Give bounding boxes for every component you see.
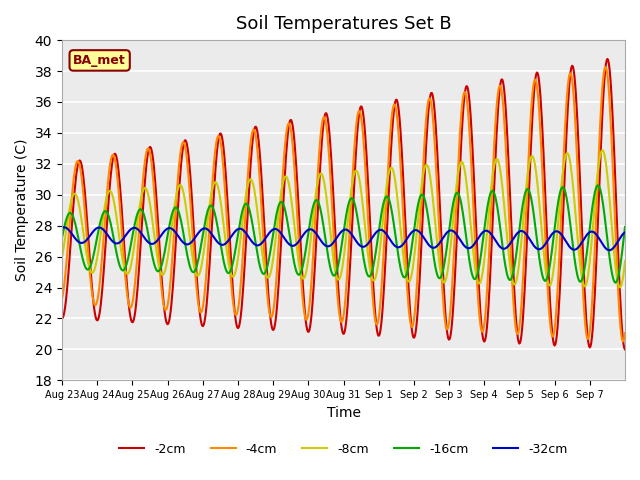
-4cm: [621, 330, 629, 336]
-4cm: [277, 205, 285, 211]
-8cm: [433, 240, 441, 245]
-16cm: [58, 235, 66, 240]
-4cm: [228, 285, 236, 291]
-16cm: [124, 255, 132, 261]
-32cm: [257, 241, 264, 247]
-4cm: [433, 185, 441, 191]
-4cm: [124, 298, 132, 304]
-16cm: [255, 262, 263, 267]
Text: BA_met: BA_met: [74, 54, 126, 67]
-16cm: [433, 271, 441, 277]
-32cm: [605, 247, 613, 253]
-2cm: [255, 147, 263, 153]
Line: -32cm: -32cm: [62, 227, 625, 250]
Line: -2cm: -2cm: [62, 59, 625, 349]
Legend: -2cm, -4cm, -8cm, -16cm, -32cm: -2cm, -4cm, -8cm, -16cm, -32cm: [115, 438, 573, 461]
-8cm: [255, 227, 263, 232]
-16cm: [402, 274, 410, 279]
-16cm: [228, 265, 236, 271]
-8cm: [124, 271, 132, 276]
-2cm: [604, 56, 611, 62]
-32cm: [621, 229, 629, 235]
-32cm: [434, 242, 442, 248]
-2cm: [124, 295, 132, 301]
-2cm: [228, 268, 236, 274]
-4cm: [255, 173, 263, 179]
Line: -8cm: -8cm: [62, 150, 625, 288]
-32cm: [278, 231, 285, 237]
Y-axis label: Soil Temperature (C): Soil Temperature (C): [15, 139, 29, 281]
-8cm: [228, 273, 236, 278]
-16cm: [277, 199, 285, 205]
-32cm: [125, 228, 132, 234]
-8cm: [402, 269, 410, 275]
-8cm: [58, 254, 66, 260]
Line: -16cm: -16cm: [62, 185, 625, 283]
-2cm: [621, 347, 629, 352]
Title: Soil Temperatures Set B: Soil Temperatures Set B: [236, 15, 451, 33]
-8cm: [616, 285, 624, 290]
-2cm: [402, 224, 410, 230]
-8cm: [598, 147, 606, 153]
-4cm: [602, 64, 609, 70]
-16cm: [621, 224, 629, 230]
-32cm: [58, 225, 66, 230]
Line: -4cm: -4cm: [62, 67, 625, 341]
-2cm: [433, 146, 441, 152]
-32cm: [60, 224, 68, 230]
-32cm: [228, 232, 236, 238]
X-axis label: Time: Time: [326, 406, 360, 420]
-2cm: [277, 245, 285, 251]
-4cm: [619, 338, 627, 344]
-16cm: [594, 182, 602, 188]
-32cm: [403, 237, 410, 243]
-8cm: [277, 192, 285, 198]
-4cm: [58, 296, 66, 301]
-16cm: [612, 280, 620, 286]
-8cm: [621, 258, 629, 264]
-2cm: [58, 315, 66, 321]
-4cm: [402, 258, 410, 264]
